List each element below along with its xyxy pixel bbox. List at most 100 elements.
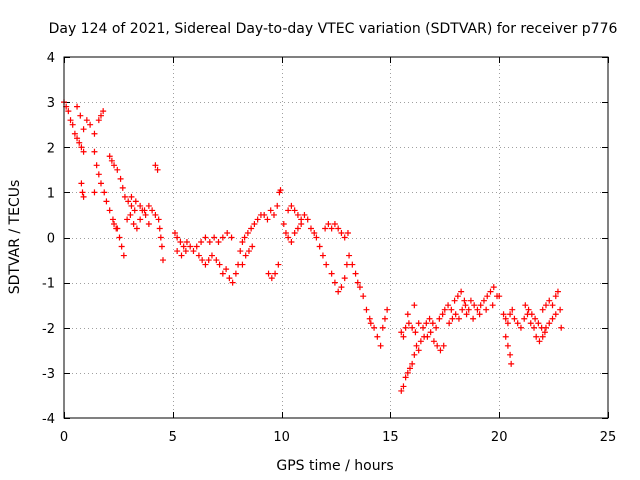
data-point xyxy=(533,333,540,340)
y-tick-label: 4 xyxy=(47,51,55,66)
data-point xyxy=(93,162,100,169)
data-point xyxy=(282,229,289,236)
data-point xyxy=(335,288,342,295)
y-tick-label: -4 xyxy=(42,412,55,427)
data-point xyxy=(331,220,338,227)
data-point xyxy=(215,239,222,246)
data-point xyxy=(103,198,110,205)
y-tick-label: -1 xyxy=(42,277,55,292)
data-point xyxy=(244,229,251,236)
data-point xyxy=(174,248,181,255)
data-point xyxy=(109,216,116,223)
data-point xyxy=(338,284,345,291)
data-point xyxy=(261,211,268,218)
data-point xyxy=(213,257,220,264)
data-point xyxy=(78,144,85,151)
data-point xyxy=(541,329,548,336)
data-point xyxy=(291,229,298,236)
data-point xyxy=(514,320,521,327)
data-point xyxy=(451,297,458,304)
data-point xyxy=(471,302,478,309)
grid xyxy=(64,57,608,418)
data-point xyxy=(344,229,351,236)
data-point xyxy=(341,234,348,241)
data-point xyxy=(476,311,483,318)
data-point xyxy=(507,351,514,358)
data-point xyxy=(328,270,335,277)
data-point xyxy=(343,261,350,268)
data-point xyxy=(454,293,461,300)
data-point xyxy=(226,275,233,282)
data-point xyxy=(97,180,104,187)
data-point xyxy=(411,302,418,309)
data-point xyxy=(224,229,231,236)
data-point xyxy=(206,239,213,246)
data-point xyxy=(455,315,462,322)
data-point xyxy=(100,108,107,115)
data-point xyxy=(285,234,292,241)
data-point xyxy=(74,135,81,142)
data-point xyxy=(536,338,543,345)
data-point xyxy=(264,216,271,223)
data-point xyxy=(202,234,209,241)
data-point xyxy=(91,189,98,196)
data-point xyxy=(307,225,314,232)
data-point xyxy=(78,180,85,187)
data-point xyxy=(461,297,468,304)
data-point xyxy=(182,248,189,255)
data-point xyxy=(429,320,436,327)
data-point xyxy=(180,243,187,250)
data-point xyxy=(528,311,535,318)
data-point xyxy=(265,270,272,277)
data-point xyxy=(557,306,564,313)
data-point xyxy=(402,374,409,381)
data-point xyxy=(406,365,413,372)
data-point xyxy=(219,234,226,241)
data-point xyxy=(441,306,448,313)
data-point xyxy=(433,324,440,331)
data-point xyxy=(211,234,218,241)
data-point xyxy=(417,338,424,345)
data-point xyxy=(377,342,384,349)
data-point xyxy=(124,216,131,223)
data-point xyxy=(177,239,184,246)
data-point xyxy=(446,320,453,327)
data-point xyxy=(208,252,215,259)
data-point xyxy=(367,320,374,327)
data-point xyxy=(160,257,167,264)
data-point xyxy=(65,108,72,115)
data-point xyxy=(496,293,503,300)
data-point xyxy=(465,306,472,313)
data-point xyxy=(74,103,81,110)
data-point xyxy=(132,198,139,205)
data-point xyxy=(412,329,419,336)
data-point xyxy=(379,324,386,331)
data-point xyxy=(480,297,487,304)
data-point xyxy=(420,324,427,331)
data-point xyxy=(239,261,246,268)
data-point xyxy=(267,207,274,214)
data-point xyxy=(374,333,381,340)
data-point xyxy=(229,279,236,286)
data-point xyxy=(352,270,359,277)
data-point xyxy=(552,293,559,300)
data-point xyxy=(71,130,78,137)
data-point xyxy=(121,193,128,200)
data-point xyxy=(400,383,407,390)
data-point xyxy=(239,239,246,246)
data-point xyxy=(79,189,86,196)
data-point xyxy=(381,315,388,322)
y-axis-label: SDTVAR / TECUs xyxy=(7,180,23,295)
data-point xyxy=(178,252,185,259)
data-point xyxy=(484,293,491,300)
data-point xyxy=(462,302,469,309)
data-point xyxy=(80,126,87,133)
data-point xyxy=(404,369,411,376)
data-point xyxy=(507,311,514,318)
data-point xyxy=(539,306,546,313)
data-point xyxy=(154,166,161,173)
data-point xyxy=(539,333,546,340)
data-point xyxy=(483,306,490,313)
data-point xyxy=(156,225,163,232)
